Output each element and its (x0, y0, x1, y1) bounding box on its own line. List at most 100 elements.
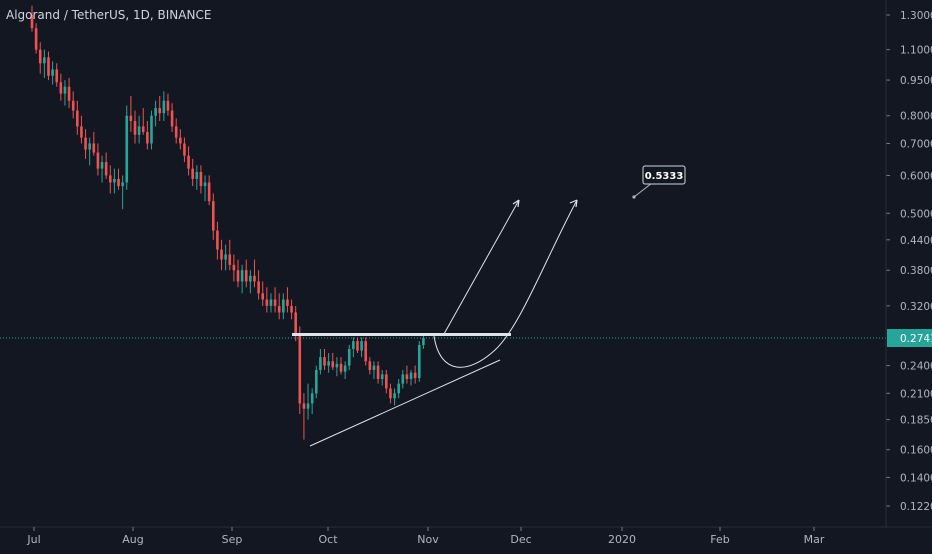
candle (356, 337, 359, 354)
candle-body (38, 49, 42, 64)
candle (314, 365, 318, 399)
candle (306, 383, 310, 420)
candle-body (100, 162, 104, 169)
candle-body (314, 369, 318, 394)
candle (261, 281, 265, 306)
candle-body (294, 312, 297, 334)
candle (389, 383, 392, 404)
x-tick-label: Mar (804, 533, 825, 546)
candle (372, 361, 376, 379)
callout-label: 0.5333 (645, 171, 684, 182)
candle (207, 175, 211, 206)
candle (339, 357, 343, 375)
candle-body (405, 374, 409, 379)
candle (269, 293, 273, 313)
candle (174, 118, 178, 144)
candle-body (339, 363, 343, 372)
candle (80, 115, 83, 144)
candle-body (203, 182, 207, 187)
candle (364, 337, 368, 366)
candle-body (80, 126, 83, 138)
candle (352, 337, 355, 358)
candle-body (55, 69, 59, 83)
candle (113, 168, 116, 194)
candle (257, 270, 260, 300)
candle-body (364, 341, 368, 362)
candle-body (376, 365, 380, 379)
candle-body (261, 293, 265, 300)
candle (331, 353, 335, 370)
candle-body (191, 168, 194, 179)
candle-body (282, 299, 285, 313)
candle (137, 115, 141, 144)
candle-body (187, 155, 190, 169)
y-tick-label: 1.3000 (900, 10, 932, 22)
candle-body (323, 357, 326, 366)
candle-body (125, 115, 129, 183)
candle-body (84, 137, 87, 150)
candle-body (335, 363, 339, 368)
candle-body (413, 372, 417, 379)
candle-body (228, 254, 232, 265)
candle (146, 121, 149, 150)
support-trendline (309, 359, 501, 447)
candle-body (199, 172, 203, 187)
candle-body (298, 333, 302, 404)
candle (51, 61, 54, 85)
candle (343, 361, 347, 379)
candle (34, 23, 38, 54)
candle-body (389, 388, 392, 399)
candle-body (327, 361, 330, 366)
candle-body (240, 270, 244, 282)
candle (224, 244, 227, 271)
candle (277, 293, 281, 320)
candle (298, 326, 302, 415)
candle (347, 345, 351, 370)
candle-body (174, 126, 178, 138)
candle-body (154, 108, 157, 116)
x-tick-label: 2020 (608, 533, 636, 546)
candle-body (67, 86, 71, 101)
candle (319, 348, 322, 375)
candle (59, 73, 63, 101)
candle-body (121, 182, 124, 187)
candle (92, 131, 96, 156)
candle (203, 175, 207, 202)
candle-body (195, 172, 199, 179)
candle (273, 287, 277, 313)
candle (104, 152, 108, 179)
candle (380, 369, 384, 386)
candle (195, 165, 199, 190)
candle-body (360, 341, 363, 351)
candle (327, 353, 330, 373)
candle (249, 270, 252, 294)
candle-body (59, 82, 63, 94)
candle (154, 100, 157, 127)
candle (76, 100, 79, 135)
candle-body (150, 115, 153, 144)
candle-body (393, 393, 396, 399)
candle-body (113, 178, 116, 183)
candle (310, 388, 314, 415)
candle-body (166, 100, 170, 111)
x-tick-label: Feb (710, 533, 729, 546)
breakout-arrow-head (512, 199, 520, 208)
candle (191, 158, 194, 187)
candle (393, 388, 396, 406)
candle-body (117, 178, 120, 187)
candle-body (146, 131, 149, 144)
last-price-badge (887, 329, 932, 348)
callout-dot (632, 195, 636, 199)
candle (179, 129, 182, 150)
candle (84, 129, 87, 159)
candle (211, 193, 215, 240)
candle-body (273, 299, 277, 306)
candle-body (286, 299, 289, 306)
